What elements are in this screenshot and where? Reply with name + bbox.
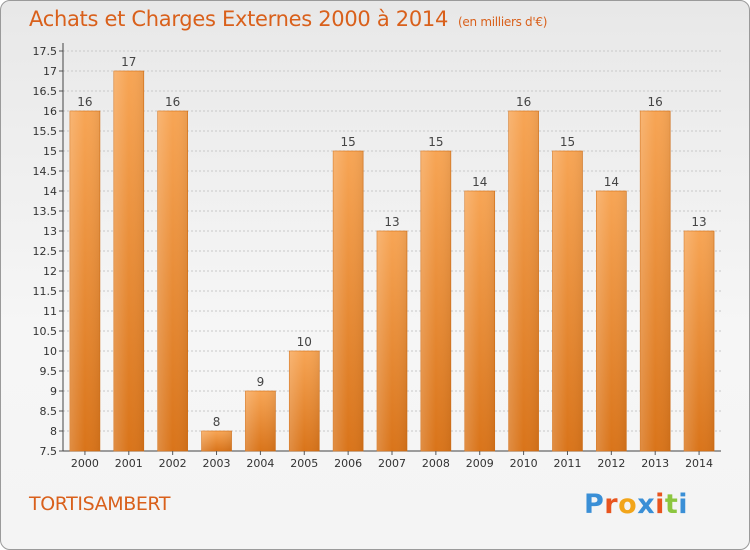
x-tick-label: 2005	[290, 457, 318, 470]
y-tick-label: 11.5	[33, 285, 58, 298]
bar-shade	[333, 151, 364, 451]
x-tick-label: 2007	[378, 457, 406, 470]
proxiti-logo: Proxiti	[584, 489, 688, 520]
logo-letter: r	[604, 489, 619, 520]
bar-value-label: 15	[340, 135, 355, 149]
bar-value-label: 15	[428, 135, 443, 149]
bar-value-label: 14	[472, 175, 487, 189]
bar-shade	[245, 391, 276, 451]
x-tick-label: 2008	[422, 457, 450, 470]
x-tick-label: 2011	[553, 457, 581, 470]
y-tick-label: 9.5	[40, 365, 58, 378]
logo-letter: t	[664, 489, 679, 520]
chart-subtitle: (en milliers d'€)	[458, 15, 548, 29]
bar-shade	[464, 191, 495, 451]
x-tick-label: 2004	[246, 457, 274, 470]
logo-letter: o	[618, 489, 638, 520]
bar-value-label: 8	[213, 415, 221, 429]
bar-shade	[684, 231, 715, 451]
bar-value-label: 17	[121, 55, 136, 69]
y-tick-label: 17	[43, 65, 57, 78]
y-tick-label: 10	[43, 345, 57, 358]
logo-letter: P	[584, 489, 605, 520]
x-tick-label: 2006	[334, 457, 362, 470]
y-tick-label: 17.5	[33, 45, 58, 58]
y-tick-label: 13.5	[33, 205, 58, 218]
bar-shade	[420, 151, 451, 451]
chart-title-block: Achats et Charges Externes 2000 à 2014 (e…	[29, 7, 547, 31]
x-tick-label: 2001	[115, 457, 143, 470]
y-tick-label: 11	[43, 305, 57, 318]
y-tick-label: 15	[43, 145, 57, 158]
y-tick-label: 10.5	[33, 325, 58, 338]
bar-shade	[640, 111, 671, 451]
bar-value-label: 16	[516, 95, 531, 109]
bar-value-label: 9	[257, 375, 265, 389]
bar-value-label: 15	[560, 135, 575, 149]
bar-shade	[201, 431, 232, 451]
x-tick-label: 2010	[510, 457, 538, 470]
bar-value-label: 16	[165, 95, 180, 109]
y-tick-label: 7.5	[40, 445, 58, 458]
y-tick-label: 13	[43, 225, 57, 238]
bar-value-label: 16	[77, 95, 92, 109]
bar-shade	[113, 71, 144, 451]
bar-shade	[596, 191, 627, 451]
x-tick-label: 2012	[597, 457, 625, 470]
y-tick-label: 14	[43, 185, 57, 198]
bar-shade	[552, 151, 583, 451]
bar-shade	[157, 111, 188, 451]
x-tick-label: 2009	[466, 457, 494, 470]
bar-value-label: 13	[691, 215, 706, 229]
bar-shade	[69, 111, 100, 451]
commune-name: TORTISAMBERT	[29, 493, 171, 515]
logo-letter: i	[678, 489, 689, 520]
bar-shade	[289, 351, 320, 451]
logo-letter: i	[655, 489, 665, 520]
y-tick-label: 8.5	[40, 405, 58, 418]
x-tick-label: 2000	[71, 457, 99, 470]
y-tick-label: 15.5	[33, 125, 58, 138]
chart-title: Achats et Charges Externes 2000 à 2014	[29, 7, 449, 31]
y-tick-label: 9	[50, 385, 57, 398]
bar-value-label: 13	[384, 215, 399, 229]
y-tick-label: 8	[50, 425, 57, 438]
y-tick-label: 12.5	[33, 245, 58, 258]
bar-value-label: 16	[648, 95, 663, 109]
logo-letter: x	[637, 489, 656, 520]
x-tick-label: 2013	[641, 457, 669, 470]
bar-value-label: 14	[604, 175, 619, 189]
bar-value-label: 10	[297, 335, 312, 349]
x-tick-label: 2003	[203, 457, 231, 470]
bar-shade	[377, 231, 407, 451]
y-tick-label: 12	[43, 265, 57, 278]
x-tick-label: 2002	[159, 457, 187, 470]
y-tick-label: 14.5	[33, 165, 58, 178]
bar-shade	[508, 111, 539, 451]
y-tick-label: 16	[43, 105, 57, 118]
y-tick-label: 16.5	[33, 85, 58, 98]
x-tick-label: 2014	[685, 457, 713, 470]
